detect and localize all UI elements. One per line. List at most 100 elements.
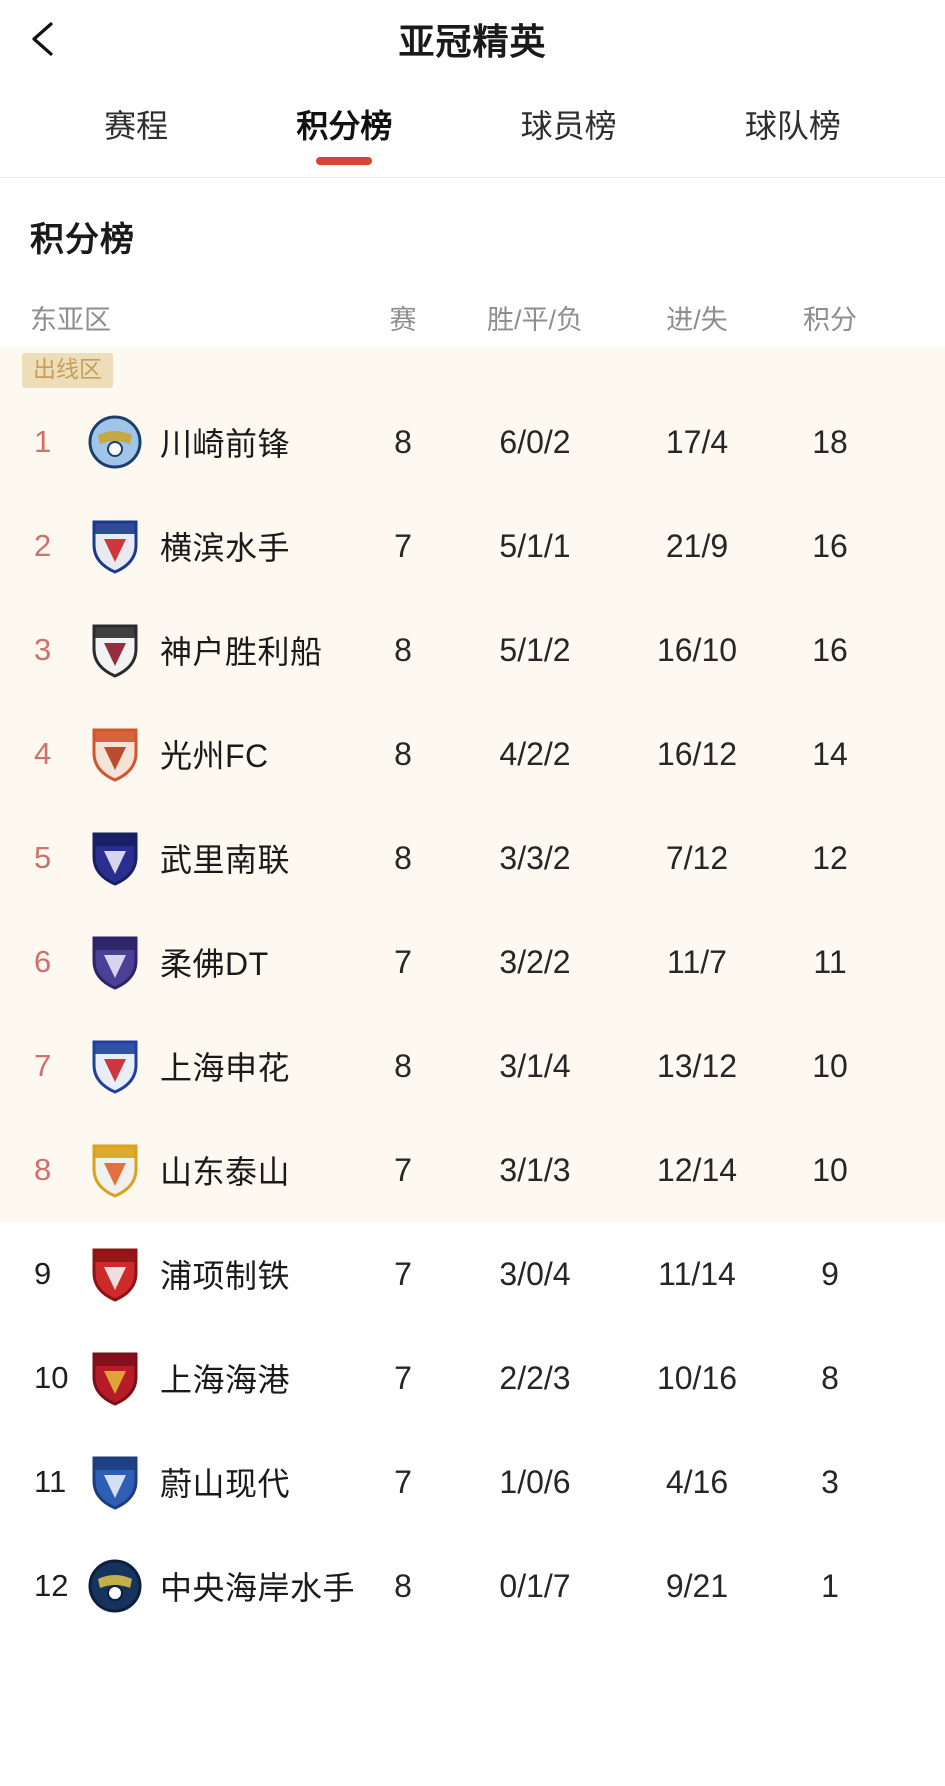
stat-record: 0/1/7 [499,1567,571,1604]
rank-number: 6 [34,944,52,979]
table-row[interactable]: 6 柔佛DT 7 3/2/2 11/7 11 [0,910,945,1014]
kawasaki-frontale-crest [86,411,144,473]
tab-schedule[interactable]: 赛程 [98,91,174,165]
stat-points: 10 [812,1151,848,1188]
stat-played: 8 [394,839,412,876]
tab-teams[interactable]: 球队榜 [739,91,847,165]
qualification-zone: 出线区 1 川崎前锋 8 6/0/2 17/4 18 2 横滨水手 7 5/1/1 21/9 16 3 神… [0,347,945,1222]
team-cell: 6 柔佛DT [30,931,360,993]
stat-points: 3 [821,1463,839,1500]
stat-played: 7 [394,1463,412,1500]
column-header-goals: 进/失 [666,304,728,335]
stat-points: 8 [821,1359,839,1396]
shanghai-port-crest [86,1347,144,1409]
rank-number: 9 [34,1256,52,1291]
rank-number: 11 [34,1464,67,1499]
standings-table: 出线区 1 川崎前锋 8 6/0/2 17/4 18 2 横滨水手 7 5/1/1 21/9 16 3 神… [0,347,945,1638]
stat-played: 8 [394,631,412,668]
stat-goals: 16/12 [656,735,738,772]
stat-points: 18 [812,423,848,460]
stat-record: 5/1/1 [499,527,571,564]
section-title: 积分榜 [30,221,135,259]
stat-goals: 12/14 [656,1151,738,1188]
stat-record: 3/1/4 [499,1047,571,1084]
table-row[interactable]: 2 横滨水手 7 5/1/1 21/9 16 [0,494,945,598]
table-row[interactable]: 1 川崎前锋 8 6/0/2 17/4 18 [0,390,945,494]
vissel-kobe-crest [86,619,144,681]
table-row[interactable]: 9 浦项制铁 7 3/0/4 11/14 9 [0,1222,945,1326]
team-name: 上海申花 [160,1050,291,1086]
johor-darul-tazim-crest [86,931,144,993]
team-name: 光州FC [160,738,269,774]
back-button[interactable] [16,11,72,67]
team-name: 山东泰山 [160,1154,291,1190]
table-row[interactable]: 11 蔚山现代 7 1/0/6 4/16 3 [0,1430,945,1534]
qualification-zone-badge: 出线区 [22,353,113,388]
rank-number: 10 [34,1360,69,1395]
rank-number: 12 [34,1568,69,1603]
table-row[interactable]: 4 光州FC 8 4/2/2 16/12 14 [0,702,945,806]
stat-record: 3/0/4 [499,1255,571,1292]
rank-number: 5 [34,840,52,875]
central-coast-mariners-crest [86,1555,144,1617]
stat-played: 8 [394,1047,412,1084]
tab-label: 球员榜 [520,107,617,144]
rank-number: 2 [34,528,52,563]
stat-played: 7 [394,1359,412,1396]
stat-record: 5/1/2 [499,631,571,668]
tab-label: 球队榜 [744,107,841,144]
tab-players[interactable]: 球员榜 [515,91,623,165]
team-name: 川崎前锋 [160,426,291,462]
stat-points: 12 [812,839,848,876]
stat-record: 6/0/2 [499,423,571,460]
stat-record: 4/2/2 [499,735,571,772]
stat-played: 8 [394,1567,412,1604]
tab-standings[interactable]: 积分榜 [290,91,398,165]
stat-points: 16 [812,527,848,564]
team-cell: 7 上海申花 [30,1035,360,1097]
stat-goals: 21/9 [665,527,729,564]
team-cell: 9 浦项制铁 [30,1243,360,1305]
stat-played: 8 [394,423,412,460]
stat-record: 3/3/2 [499,839,571,876]
rank-number: 7 [34,1048,52,1083]
table-row[interactable]: 12 中央海岸水手 8 0/1/7 9/21 1 [0,1534,945,1638]
chevron-left-icon [24,19,64,59]
nav-bar: 亚冠精英 [0,0,945,78]
table-row[interactable]: 10 上海海港 7 2/2/3 10/16 8 [0,1326,945,1430]
stat-points: 16 [812,631,848,668]
table-row[interactable]: 8 山东泰山 7 3/1/3 12/14 10 [0,1118,945,1222]
rank-number: 4 [34,736,52,771]
stat-goals: 9/21 [665,1567,729,1604]
table-row[interactable]: 7 上海申花 8 3/1/4 13/12 10 [0,1014,945,1118]
team-cell: 11 蔚山现代 [30,1451,360,1513]
team-name: 蔚山现代 [160,1466,291,1502]
team-cell: 4 光州FC [30,723,360,785]
table-column-headers: 东亚区 赛 胜/平/负 进/失 积分 [0,287,945,347]
zone-badge-row: 出线区 [0,353,945,390]
shanghai-shenhua-crest [86,1035,144,1097]
yokohama-marinos-crest [86,515,144,577]
team-name: 中央海岸水手 [160,1570,356,1606]
stat-goals: 7/12 [665,839,729,876]
table-row[interactable]: 5 武里南联 8 3/3/2 7/12 12 [0,806,945,910]
stat-record: 2/2/3 [499,1359,571,1396]
stat-played: 7 [394,943,412,980]
page-title: 亚冠精英 [398,21,547,62]
stat-goals: 11/14 [658,1255,736,1292]
stat-played: 7 [394,1255,412,1292]
team-cell: 5 武里南联 [30,827,360,889]
team-cell: 3 神户胜利船 [30,619,360,681]
stat-goals: 17/4 [665,423,729,460]
column-header-played: 赛 [389,304,417,335]
tab-label: 积分榜 [296,107,393,144]
stat-goals: 16/10 [656,631,738,668]
table-row[interactable]: 3 神户胜利船 8 5/1/2 16/10 16 [0,598,945,702]
stat-record: 3/1/3 [499,1151,571,1188]
stat-goals: 11/7 [667,943,727,980]
column-header-record: 胜/平/负 [486,304,583,335]
stat-points: 11 [813,943,847,980]
team-name: 武里南联 [160,842,291,878]
stat-goals: 13/12 [656,1047,738,1084]
stat-points: 1 [821,1567,839,1604]
